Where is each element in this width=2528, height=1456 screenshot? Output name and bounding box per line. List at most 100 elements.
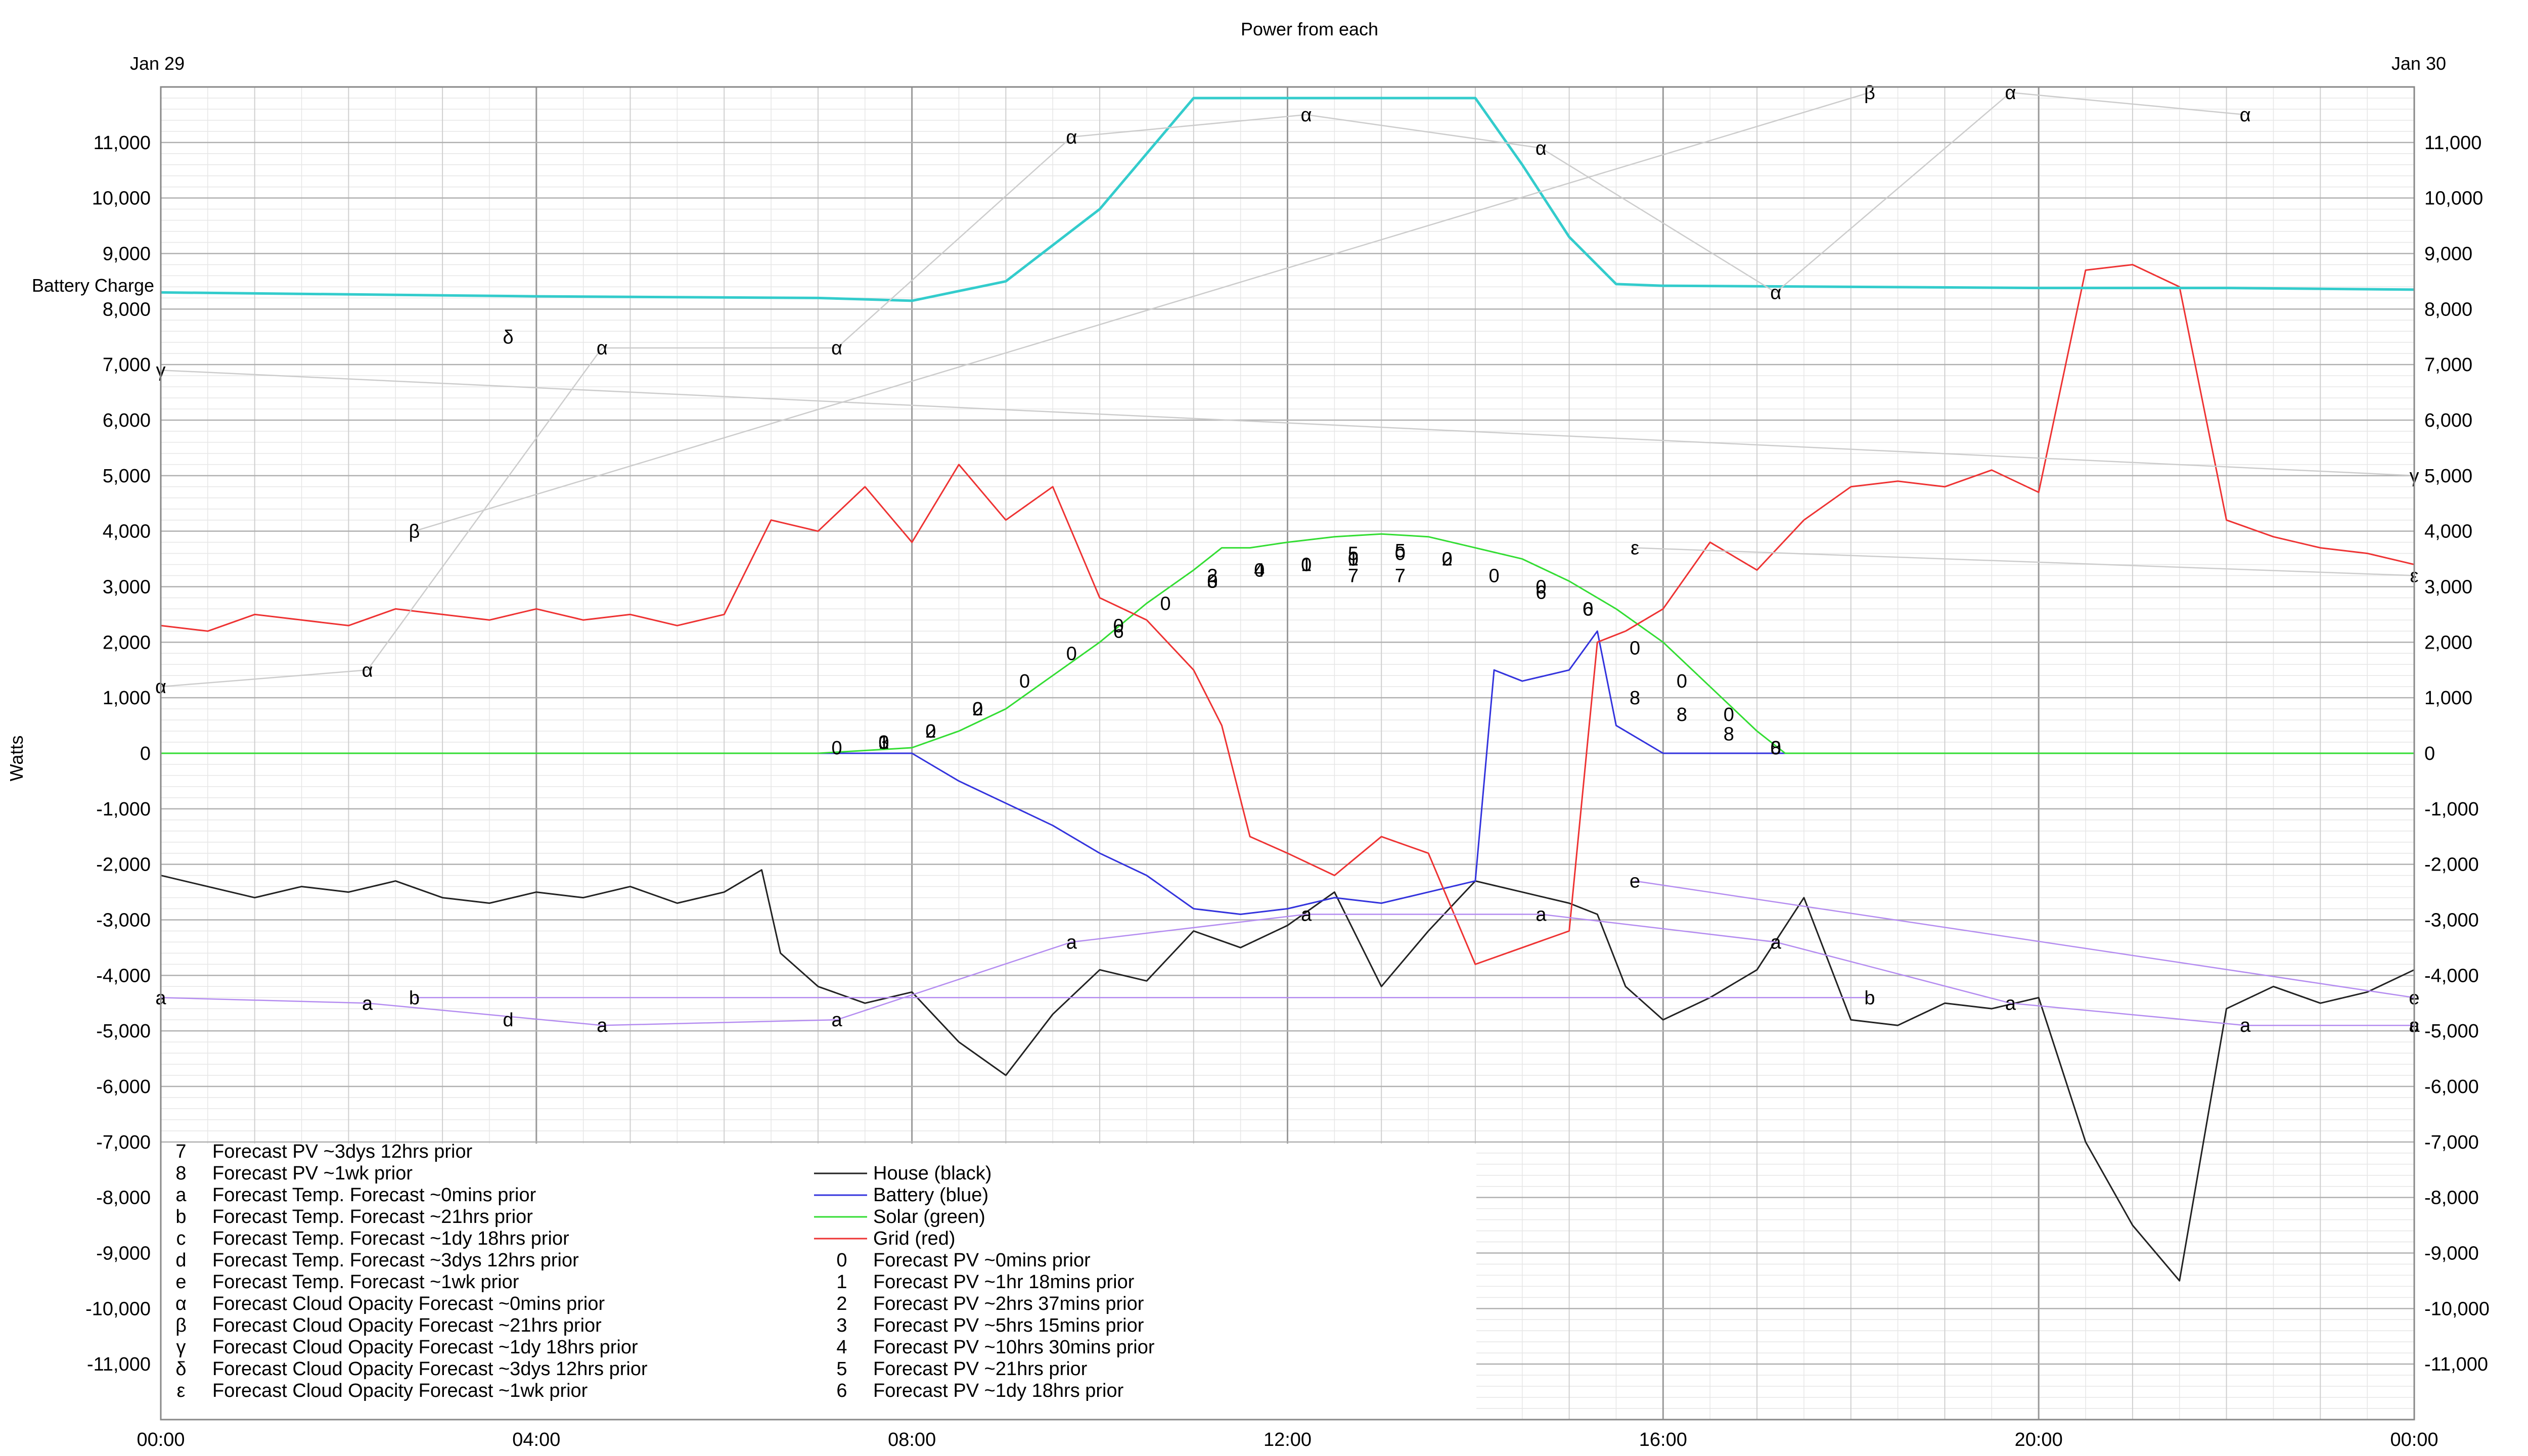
forecast-point-ftemp3: d xyxy=(503,1010,514,1031)
forecast-point-fcloud0: α xyxy=(831,338,842,359)
legend-glyph: 2 xyxy=(836,1293,847,1314)
y-tick-label-left: 4,000 xyxy=(103,521,151,542)
y-tick-label-right: -3,000 xyxy=(2424,910,2479,931)
legend-glyph: a xyxy=(175,1185,187,1206)
y-tick-label-right: -5,000 xyxy=(2424,1021,2479,1042)
forecast-point-fpv1: 1 xyxy=(1301,555,1312,576)
forecast-point-fcloud0: α xyxy=(1536,138,1547,159)
y-tick-label-left: -3,000 xyxy=(96,910,151,931)
forecast-point-fpv8: 8 xyxy=(1724,724,1734,745)
series-line-solar xyxy=(161,533,2414,754)
forecast-point-fpv0: 0 xyxy=(1488,566,1499,587)
chart-title: Power from each xyxy=(1241,19,1378,39)
forecast-point-fpv1: 1 xyxy=(878,732,889,753)
y-tick-label-right: 2,000 xyxy=(2424,632,2472,653)
forecast-point-fpv8: 8 xyxy=(1677,704,1687,725)
series-line-ftemp0 xyxy=(160,914,2414,1026)
forecast-point-fcloud0: α xyxy=(1066,127,1077,148)
legend-right-item-label: Forecast PV ~2hrs 37mins prior xyxy=(873,1293,1144,1314)
forecast-point-fpv0: 0 xyxy=(1630,638,1640,659)
legend-glyph: c xyxy=(176,1228,186,1249)
forecast-point-fcloud4: ε xyxy=(1631,538,1639,559)
legend-right-item-label: Grid (red) xyxy=(873,1228,956,1249)
legend-left-item-label: Forecast Cloud Opacity Forecast ~1wk pri… xyxy=(212,1380,588,1401)
legend-left-item-label: Forecast Temp. Forecast ~0mins prior xyxy=(212,1185,536,1206)
y-tick-label-left: -8,000 xyxy=(96,1188,151,1209)
legend: 7 Forecast PV ~3dys 12hrs prior 8 Forecast … xyxy=(152,1141,1476,1427)
forecast-point-fcloud1: β xyxy=(1864,82,1875,104)
forecast-point-fpv5: 5 xyxy=(1395,540,1406,562)
x-tick-label: 12:00 xyxy=(1263,1429,1312,1450)
forecast-point-fpv2: 2 xyxy=(1207,566,1217,587)
legend-glyph: 1 xyxy=(836,1271,847,1293)
legend-glyph: γ xyxy=(176,1337,186,1358)
forecast-point-ftemp0: a xyxy=(597,1015,608,1036)
y-tick-label-right: 5,000 xyxy=(2424,466,2472,487)
forecast-point-fpv6: 6 xyxy=(1536,582,1546,603)
forecast-point-fpv0: 0 xyxy=(1395,543,1406,565)
x-tick-label: 00:00 xyxy=(2390,1429,2438,1450)
forecast-point-fpv6: 6 xyxy=(1583,599,1593,620)
series-line-battery_charge xyxy=(160,97,2415,302)
y-tick-label-right: 11,000 xyxy=(2424,132,2481,154)
forecast-point-fpv0: 0 xyxy=(832,738,842,759)
y-tick-label-right: 10,000 xyxy=(2424,188,2483,209)
forecast-point-fcloud0: α xyxy=(597,338,608,359)
legend-right-item-label: Forecast PV ~1dy 18hrs prior xyxy=(873,1380,1124,1401)
forecast-point-fpv3: 3 xyxy=(878,732,889,753)
y-tick-label-right: 9,000 xyxy=(2424,244,2472,265)
legend-glyph: ε xyxy=(177,1380,186,1401)
legend-left-item-label: Forecast Temp. Forecast ~1dy 18hrs prior xyxy=(212,1228,569,1249)
forecast-point-fpv2: 2 xyxy=(925,721,936,742)
series-line-fcloud0 xyxy=(160,92,2245,688)
legend-glyph: 8 xyxy=(175,1163,186,1184)
series-line-battery xyxy=(161,630,2414,915)
x-tick-label: 16:00 xyxy=(1639,1429,1687,1450)
forecast-point-fpv0: 0 xyxy=(878,732,889,753)
legend-glyph: 7 xyxy=(175,1141,186,1162)
legend-right-item-label: Solar (green) xyxy=(873,1206,985,1227)
series-line-fcloud1 xyxy=(414,92,1870,532)
y-tick-label-left: 0 xyxy=(140,743,151,764)
forecast-point-fpv0: 0 xyxy=(1254,560,1265,581)
legend-right-item-label: Battery (blue) xyxy=(873,1185,988,1206)
x-tick-label: 00:00 xyxy=(137,1429,185,1450)
y-tick-label-left: 3,000 xyxy=(103,577,151,598)
legend-glyph: e xyxy=(175,1271,186,1293)
battery-charge-annotation: Battery Charge xyxy=(32,275,154,296)
y-axis-label-left: Watts xyxy=(6,736,27,782)
forecast-point-fcloud0: α xyxy=(2005,82,2016,104)
forecast-point-fpv0: 0 xyxy=(1771,738,1781,759)
y-tick-label-left: 5,000 xyxy=(103,466,151,487)
forecast-point-ftemp0: a xyxy=(832,1010,843,1031)
legend-glyph: d xyxy=(175,1250,186,1271)
forecast-point-fpv0: 0 xyxy=(1536,577,1546,598)
date-label-right: Jan 30 xyxy=(2391,53,2446,74)
legend-glyph: 5 xyxy=(836,1358,847,1380)
forecast-point-fpv0: 0 xyxy=(1724,704,1734,725)
y-tick-label-right: -2,000 xyxy=(2424,854,2479,876)
y-tick-label-right: -8,000 xyxy=(2424,1188,2479,1209)
forecast-point-fpv0: 0 xyxy=(1348,549,1359,570)
forecast-point-ftemp0: a xyxy=(1066,932,1077,953)
y-tick-label-left: -7,000 xyxy=(96,1132,151,1153)
forecast-point-fpv0: 0 xyxy=(972,699,983,720)
y-tick-label-right: 4,000 xyxy=(2424,521,2472,542)
forecast-point-fpv7: 7 xyxy=(1395,566,1406,587)
legend-right-item-label: House (black) xyxy=(873,1163,991,1184)
forecast-point-ftemp0: a xyxy=(2240,1015,2251,1036)
y-tick-label-right: -4,000 xyxy=(2424,965,2479,986)
forecast-point-fpv0: 0 xyxy=(1113,615,1124,636)
forecast-point-fpv0: 0 xyxy=(1442,549,1453,570)
legend-right-item-label: Forecast PV ~0mins prior xyxy=(873,1250,1091,1271)
forecast-point-fpv2: 2 xyxy=(972,699,983,720)
forecast-point-fpv1: 1 xyxy=(1348,549,1359,570)
y-tick-label-left: 2,000 xyxy=(103,632,151,653)
y-tick-label-right: 7,000 xyxy=(2424,354,2472,376)
series-line-house xyxy=(160,869,2415,1282)
y-tick-label-right: 8,000 xyxy=(2424,299,2472,320)
forecast-point-fpv5: 5 xyxy=(1348,543,1359,565)
forecast-point-fcloud0: α xyxy=(1301,105,1312,126)
